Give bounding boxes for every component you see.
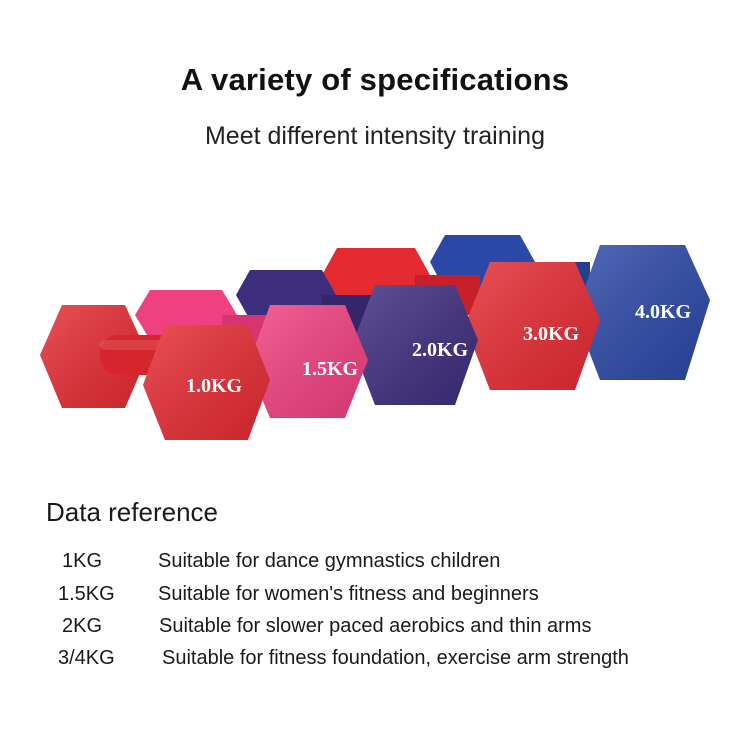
page-subtitle: Meet different intensity training — [204, 122, 545, 150]
dumbbell-label-4kg: 4.0KG — [635, 301, 692, 323]
reference-weight: 1KG — [62, 550, 103, 572]
reference-weight: 1.5KG — [58, 583, 115, 605]
dumbbell-15kg: 1.5KG — [222, 305, 368, 418]
dumbbell-4kg: 4.0KG — [520, 245, 710, 380]
page-title: A variety of specifications — [180, 62, 570, 97]
reference-description: Suitable for fitness foundation, exercis… — [162, 647, 629, 669]
reference-weight: 2KG — [62, 615, 103, 637]
data-reference-heading: Data reference — [46, 497, 218, 527]
reference-description: Suitable for dance gymnastics children — [158, 550, 501, 572]
reference-row: 2KG Suitable for slower paced aerobics a… — [62, 615, 682, 639]
dumbbell-label-2kg: 2.0KG — [412, 339, 469, 361]
dumbbell-label-1kg: 1.0KG — [186, 375, 243, 397]
reference-weight: 3/4KG — [58, 647, 115, 669]
reference-row: 1.5KG Suitable for women's fitness and b… — [58, 583, 678, 607]
reference-description: Suitable for slower paced aerobics and t… — [159, 615, 592, 637]
dumbbell-product-photo: 4.0KG 3.0KG 2.0KG 1.5KG 1.0KG — [40, 235, 710, 440]
dumbbell-label-3kg: 3.0KG — [523, 323, 580, 345]
dumbbell-1kg: 1.0KG — [40, 305, 270, 440]
dumbbell-label-15kg: 1.5KG — [302, 358, 359, 380]
reference-row: 3/4KG Suitable for fitness foundation, e… — [58, 647, 698, 671]
reference-description: Suitable for women's fitness and beginne… — [158, 583, 539, 605]
reference-row: 1KG Suitable for dance gymnastics childr… — [62, 550, 682, 574]
